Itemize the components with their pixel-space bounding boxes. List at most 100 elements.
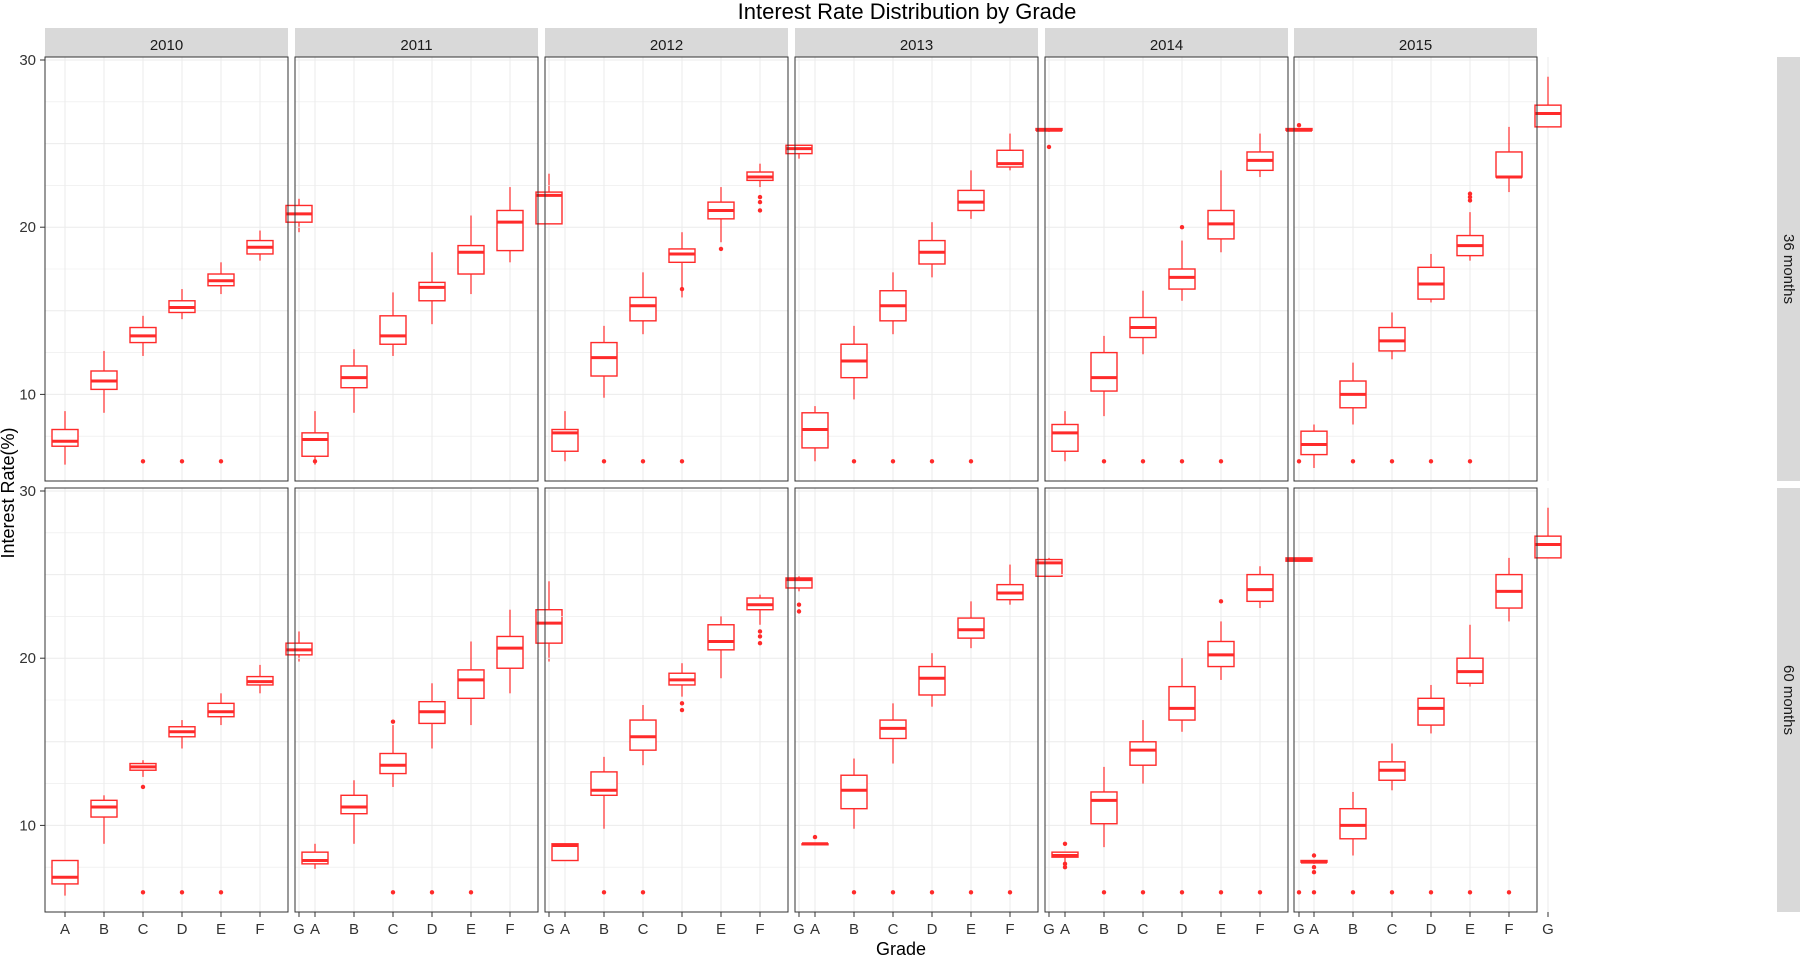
outlier-point <box>1046 144 1052 150</box>
facet-strip-label-2014: 2014 <box>1150 37 1183 54</box>
facet-strip-2014 <box>1045 28 1288 57</box>
box-iqr <box>207 702 235 718</box>
outlier-point <box>1467 194 1473 200</box>
x-tick-label-D: D <box>677 921 688 938</box>
x-tick-label-E: E <box>716 921 726 938</box>
facet-strip-2015 <box>1294 28 1537 57</box>
facet-strip-label-2012: 2012 <box>650 37 683 54</box>
box-E <box>1456 624 1484 895</box>
outlier-point <box>218 459 224 464</box>
box-B <box>840 758 868 895</box>
box-iqr <box>1339 807 1367 840</box>
box-A <box>1300 853 1328 895</box>
x-tick-label-F: F <box>1504 921 1513 938</box>
box-C <box>1378 312 1406 464</box>
panel-border <box>1293 487 1538 913</box>
y-tick-label: 30 <box>19 483 36 500</box>
box-iqr <box>535 191 563 225</box>
outlier-point <box>1428 890 1434 895</box>
box-iqr <box>379 315 407 345</box>
box-A <box>551 411 579 462</box>
box-iqr <box>590 771 618 797</box>
outlier-point <box>1101 459 1107 464</box>
box-G <box>285 198 313 233</box>
panel-2012-60-months <box>544 487 813 913</box>
box-E <box>707 187 735 252</box>
box-iqr <box>668 248 696 264</box>
outlier-point <box>1296 459 1302 464</box>
box-iqr <box>1378 326 1406 352</box>
box-iqr <box>1534 104 1562 128</box>
box-F <box>1495 557 1523 895</box>
box-F <box>1495 126 1523 193</box>
box-B <box>90 795 118 844</box>
box-iqr <box>629 296 657 322</box>
box-E <box>1207 599 1235 895</box>
outlier-point <box>1467 191 1473 196</box>
panel-border <box>794 56 1039 482</box>
box-F <box>746 163 774 213</box>
outlier-point <box>1389 890 1395 895</box>
outlier-point <box>1062 861 1068 867</box>
box-iqr <box>1300 430 1328 456</box>
outlier-point <box>1140 890 1146 895</box>
box-B <box>590 325 618 464</box>
panel-2011-60-months <box>294 487 563 913</box>
x-tick-label-G: G <box>1293 921 1305 938</box>
panel-border <box>1293 56 1538 482</box>
outlier-point <box>679 286 685 292</box>
outlier-point <box>1350 890 1356 895</box>
box-A <box>801 834 829 846</box>
x-tick-label-G: G <box>293 921 305 938</box>
outlier-point <box>1179 225 1185 230</box>
outlier-point <box>468 890 474 895</box>
box-A <box>1051 841 1079 870</box>
outlier-point <box>968 459 974 464</box>
outlier-point <box>1389 459 1395 464</box>
outlier-point <box>757 194 763 200</box>
outlier-point <box>640 459 646 464</box>
box-D <box>1417 684 1445 895</box>
box-D <box>168 289 196 464</box>
x-tick-label-F: F <box>505 921 514 938</box>
outlier-point <box>1218 890 1224 895</box>
outlier-point <box>1296 890 1302 895</box>
box-G <box>1035 127 1063 150</box>
outlier-point <box>890 459 896 464</box>
box-A <box>801 406 829 462</box>
box-D <box>1417 253 1445 464</box>
box-iqr <box>90 799 118 818</box>
box-F <box>1246 133 1274 178</box>
outlier-point <box>390 890 396 895</box>
outlier-point <box>851 890 857 895</box>
box-C <box>379 719 407 895</box>
outlier-point <box>429 890 435 895</box>
box-iqr <box>457 244 485 275</box>
outlier-point <box>1311 865 1317 870</box>
panel-border <box>294 56 539 482</box>
x-tick-label-D: D <box>1426 921 1437 938</box>
box-C <box>879 703 907 895</box>
box-A <box>1051 411 1079 462</box>
x-tick-label-C: C <box>638 921 649 938</box>
box-G <box>535 581 563 662</box>
box-G <box>285 631 313 662</box>
box-G <box>785 144 813 159</box>
facet-strip-label-36-months: 36 months <box>1780 234 1797 304</box>
box-iqr <box>496 635 524 669</box>
box-G <box>1035 557 1063 577</box>
outlier-point <box>757 199 763 205</box>
box-C <box>1129 290 1157 464</box>
box-iqr <box>1129 741 1157 766</box>
box-D <box>418 252 446 325</box>
box-F <box>746 594 774 646</box>
x-tick-label-C: C <box>1387 921 1398 938</box>
panel-border <box>44 56 289 482</box>
box-C <box>629 705 657 895</box>
outlier-point <box>757 208 763 213</box>
outlier-point <box>1467 890 1473 895</box>
y-tick-label: 10 <box>19 386 36 403</box>
box-B <box>340 349 368 413</box>
box-A <box>551 843 579 862</box>
outlier-point <box>218 890 224 895</box>
